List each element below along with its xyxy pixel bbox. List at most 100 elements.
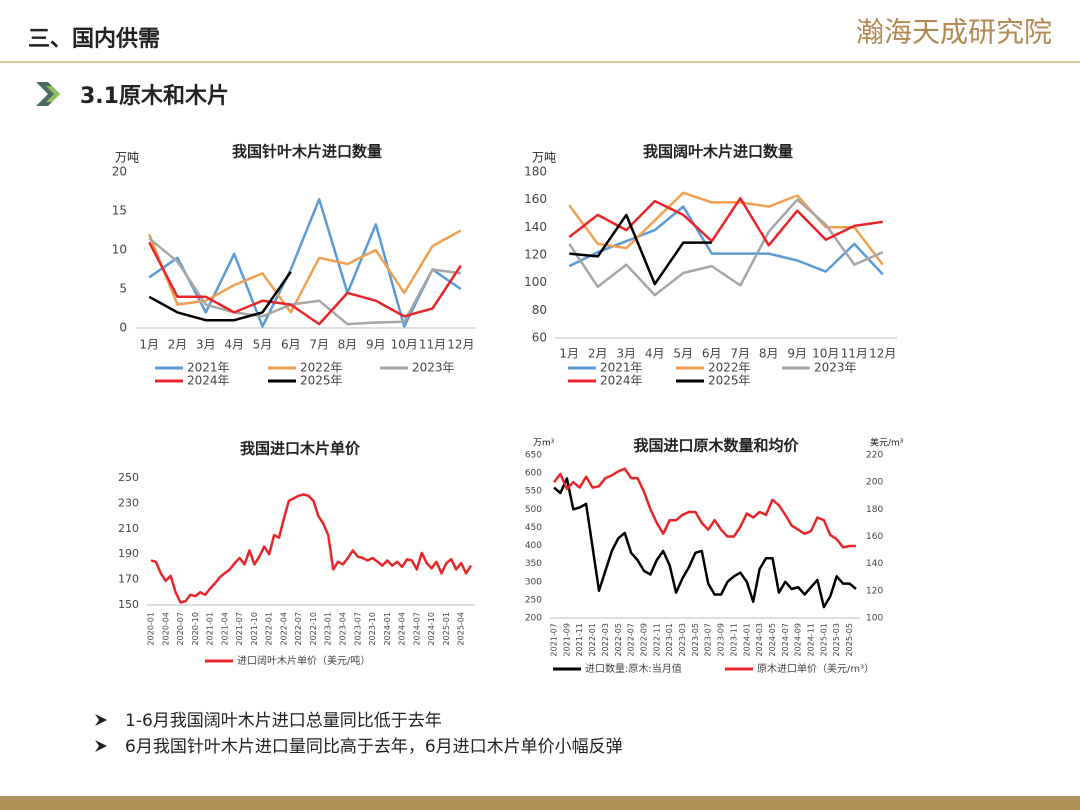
axis-unit: 万m³ bbox=[533, 439, 555, 449]
x-tick-label: 2024-10 bbox=[427, 612, 436, 645]
y2-tick-label: 140 bbox=[866, 559, 883, 569]
legend-label: 原木进口单价（美元/m³） bbox=[757, 662, 874, 675]
y2-tick-label: 120 bbox=[866, 586, 883, 596]
bullet-marker bbox=[95, 714, 107, 726]
x-tick-label: 2021-07 bbox=[550, 623, 559, 656]
footer-bar bbox=[0, 796, 1080, 810]
y-tick-label: 140 bbox=[524, 220, 547, 234]
y2-tick-label: 100 bbox=[866, 614, 883, 624]
legend-label: 2024年 bbox=[187, 374, 230, 388]
y-tick-label: 80 bbox=[532, 303, 547, 317]
bullet: 1-6月我国阔叶木片进口总量同比低于去年 bbox=[125, 711, 442, 731]
y-tick-label: 300 bbox=[525, 577, 542, 587]
axis-unit: 万吨 bbox=[115, 151, 139, 165]
series-line bbox=[568, 197, 883, 247]
x-tick-label: 5月 bbox=[673, 347, 693, 361]
legend-label: 2024年 bbox=[600, 374, 643, 388]
y-tick-label: 0 bbox=[119, 321, 127, 335]
x-tick-label: 2月 bbox=[168, 338, 188, 352]
y-tick-label: 350 bbox=[525, 559, 542, 569]
bullet: 6月我国针叶木片进口量同比高于去年，6月进口木片单价小幅反弹 bbox=[125, 737, 623, 757]
y-tick-label: 400 bbox=[525, 541, 542, 551]
legend-label: 2022年 bbox=[300, 361, 343, 375]
y-tick-label: 600 bbox=[525, 469, 542, 479]
series-line bbox=[553, 467, 856, 549]
x-tick-label: 2023-04 bbox=[339, 612, 348, 645]
x-tick-label: 2023-09 bbox=[717, 623, 726, 656]
y-tick-label: 450 bbox=[525, 523, 542, 533]
x-tick-label: 3月 bbox=[196, 338, 216, 352]
y2-tick-label: 200 bbox=[866, 478, 883, 488]
x-tick-label: 2022-03 bbox=[601, 623, 610, 656]
bullet-marker bbox=[95, 740, 107, 752]
x-tick-label: 2021-09 bbox=[562, 623, 571, 656]
x-tick-label: 1月 bbox=[559, 347, 579, 361]
x-tick-label: 11月 bbox=[841, 347, 868, 361]
slide-title: 三、国内供需 bbox=[28, 26, 160, 52]
y-tick-label: 10 bbox=[112, 243, 127, 257]
x-tick-label: 2024-05 bbox=[768, 623, 777, 656]
legend-label: 2025年 bbox=[300, 374, 343, 388]
series-line bbox=[568, 191, 884, 266]
y2-tick-label: 180 bbox=[866, 505, 883, 515]
x-tick-label: 2022-04 bbox=[279, 612, 288, 645]
x-tick-label: 2024-07 bbox=[412, 612, 421, 645]
x-tick-label: 2021-07 bbox=[235, 612, 244, 645]
x-tick-label: 2020-10 bbox=[191, 612, 200, 645]
legend-label: 2025年 bbox=[708, 374, 751, 388]
x-tick-label: 2022-10 bbox=[309, 612, 318, 645]
x-tick-label: 2023-10 bbox=[368, 612, 377, 645]
x-tick-label: 2023-11 bbox=[729, 623, 738, 656]
x-tick-label: 2024-04 bbox=[398, 612, 407, 645]
x-tick-label: 12月 bbox=[447, 338, 474, 352]
chart-title: 我国针叶木片进口数量 bbox=[232, 143, 382, 161]
x-tick-label: 2022-07 bbox=[627, 623, 636, 656]
y-tick-label: 200 bbox=[525, 614, 542, 624]
x-tick-label: 2023-01 bbox=[324, 612, 333, 645]
section-title: 3.1原木和木片 bbox=[80, 84, 229, 109]
y-tick-label: 60 bbox=[532, 331, 547, 345]
x-tick-label: 2021-11 bbox=[575, 623, 584, 656]
x-tick-label: 2024-01 bbox=[383, 612, 392, 645]
section-icon bbox=[46, 86, 60, 102]
series-line bbox=[148, 229, 462, 314]
legend-label: 2023年 bbox=[814, 361, 857, 375]
x-tick-label: 2022-09 bbox=[639, 623, 648, 656]
x-tick-label: 2022-05 bbox=[614, 623, 623, 656]
x-tick-label: 2025-03 bbox=[832, 623, 841, 656]
y-tick-label: 100 bbox=[524, 275, 547, 289]
x-tick-label: 2023-03 bbox=[678, 623, 687, 656]
y-tick-label: 120 bbox=[524, 248, 547, 262]
y-tick-label: 230 bbox=[118, 496, 139, 509]
x-tick-label: 4月 bbox=[224, 338, 244, 352]
x-tick-label: 8月 bbox=[759, 347, 779, 361]
y2-tick-label: 220 bbox=[866, 451, 883, 461]
x-tick-label: 10月 bbox=[391, 338, 418, 352]
x-tick-label: 2023-07 bbox=[704, 623, 713, 656]
x-tick-label: 2024-09 bbox=[794, 623, 803, 656]
series-line bbox=[148, 271, 292, 322]
x-tick-label: 11月 bbox=[419, 338, 446, 352]
x-tick-label: 2023-01 bbox=[665, 623, 674, 656]
series-line bbox=[148, 241, 462, 326]
x-tick-label: 2021-10 bbox=[250, 612, 259, 645]
y-tick-label: 15 bbox=[112, 204, 127, 218]
x-tick-label: 2025-04 bbox=[457, 612, 466, 645]
legend-label: 2021年 bbox=[187, 361, 230, 375]
y-tick-label: 150 bbox=[118, 598, 139, 611]
y2-tick-label: 160 bbox=[866, 532, 883, 542]
x-tick-label: 2024-03 bbox=[755, 623, 764, 656]
y-tick-label: 20 bbox=[112, 165, 127, 179]
y-tick-label: 170 bbox=[118, 573, 139, 586]
y-tick-label: 250 bbox=[118, 471, 139, 484]
x-tick-label: 9月 bbox=[366, 338, 386, 352]
x-tick-label: 5月 bbox=[253, 338, 273, 352]
legend-label: 2021年 bbox=[600, 361, 643, 375]
legend-label: 2022年 bbox=[708, 361, 751, 375]
x-tick-label: 8月 bbox=[338, 338, 358, 352]
x-tick-label: 2020-01 bbox=[147, 612, 156, 645]
y-tick-label: 500 bbox=[525, 505, 542, 515]
series-line bbox=[148, 237, 461, 326]
series-line bbox=[568, 205, 884, 276]
